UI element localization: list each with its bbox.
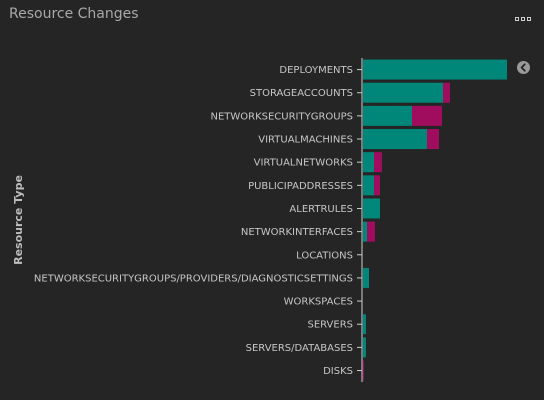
bar-segment[interactable] xyxy=(363,152,374,173)
bar-segment[interactable] xyxy=(374,175,380,196)
category-label: NETWORKSECURITYGROUPS xyxy=(210,111,353,122)
collapse-legend-button[interactable] xyxy=(517,61,530,74)
bar-segment[interactable] xyxy=(374,152,382,173)
category-label: DISKS xyxy=(323,366,353,377)
bar-segment[interactable] xyxy=(412,105,442,126)
bar-segment[interactable] xyxy=(363,360,364,381)
bar-segment[interactable] xyxy=(363,59,507,80)
y-axis xyxy=(357,58,363,383)
category-label: STORAGEACCOUNTS xyxy=(250,88,353,99)
bar-segment[interactable] xyxy=(443,82,450,103)
more-options-button[interactable] xyxy=(514,14,532,24)
more-icon xyxy=(521,17,525,21)
category-label: SERVERS xyxy=(307,320,353,331)
category-label: NETWORKSECURITYGROUPS/PROVIDERS/DIAGNOST… xyxy=(34,273,353,284)
category-label: SERVERS/DATABASES xyxy=(246,343,353,354)
category-label: NETWORKINTERFACES xyxy=(241,227,353,238)
bar-segment[interactable] xyxy=(363,82,443,103)
category-label: VIRTUALMACHINES xyxy=(258,135,353,146)
bar-segment[interactable] xyxy=(363,175,374,196)
chevron-left-icon xyxy=(520,63,526,72)
bar-segment[interactable] xyxy=(427,129,439,150)
bar-segment[interactable] xyxy=(363,105,412,126)
more-icon xyxy=(515,17,519,21)
more-icon xyxy=(527,17,531,21)
panel-title: Resource Changes xyxy=(9,6,139,22)
bar-segment[interactable] xyxy=(363,129,427,150)
bar-segment[interactable] xyxy=(363,221,367,242)
category-label: WORKSPACES xyxy=(284,297,353,308)
category-label: LOCATIONS xyxy=(296,250,353,261)
tick-labels-group: DEPLOYMENTS STORAGEACCOUNTS NETWORKSECURIT… xyxy=(34,65,353,377)
bar-segment[interactable] xyxy=(363,337,366,358)
bar-segment[interactable] xyxy=(363,314,366,335)
category-label: DEPLOYMENTS xyxy=(279,65,353,76)
y-axis-label: Resource Type xyxy=(12,175,25,265)
bars-group xyxy=(363,59,507,381)
bar-segment[interactable] xyxy=(363,267,369,288)
category-label: ALERTRULES xyxy=(289,204,353,215)
bar-segment[interactable] xyxy=(363,198,380,219)
category-label: PUBLICIPADDRESSES xyxy=(248,181,353,192)
bar-segment[interactable] xyxy=(367,221,375,242)
category-label: VIRTUALNETWORKS xyxy=(254,158,353,169)
